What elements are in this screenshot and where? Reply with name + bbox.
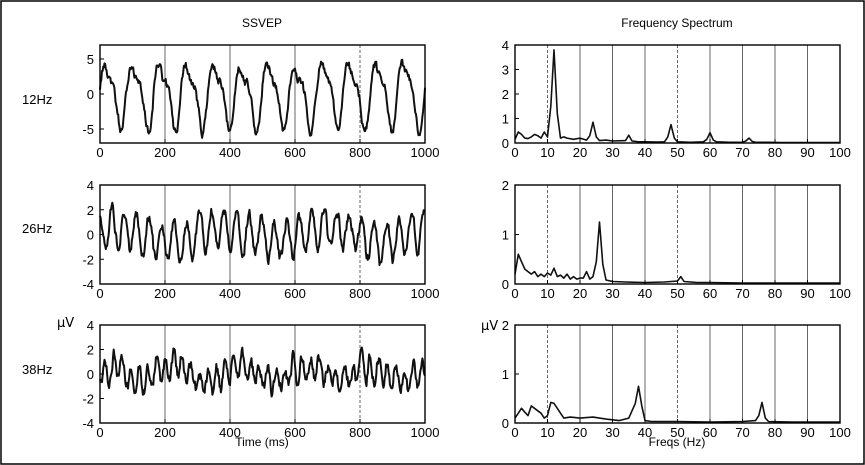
panel-spectrum-12hz: 0 10 20 30 40 50 60 70 80 90 100 0 1 2 3 4 — [502, 38, 851, 160]
spectrum-12hz-y-tick-label: 2 — [502, 87, 509, 102]
spectrum-26hz-x-tick-label: 90 — [800, 286, 814, 301]
spectrum-38hz-x-tick-label: 40 — [638, 425, 652, 440]
ssvep-38hz-y-tick-label: 4 — [87, 318, 94, 333]
ssvep-26hz-y-tick-label: -2 — [82, 252, 94, 267]
spectrum-26hz-series-line — [514, 221, 840, 284]
ssvep-12hz-series-line — [99, 58, 426, 139]
ssvep-38hz-series-line — [99, 346, 426, 398]
ssvep-26hz-x-tick-label: 400 — [219, 286, 241, 301]
spectrum-26hz-x-tick-label: 0 — [511, 286, 518, 301]
spectrum-26hz-x-tick-label: 20 — [573, 286, 587, 301]
ssvep-38hz-y-tick-label: -4 — [82, 416, 94, 431]
spectrum-26hz-x-tick-label: 100 — [829, 286, 851, 301]
time-axis-label: Time (ms) — [235, 435, 289, 449]
row-label-12hz: 12Hz — [22, 92, 52, 107]
spectrum-12hz-x-tick-label: 100 — [829, 145, 851, 160]
unit-label-left: μV — [57, 316, 74, 331]
spectrum-38hz-x-tick-label: 90 — [800, 425, 814, 440]
freq-axis-label: Freqs (Hz) — [649, 435, 706, 449]
spectrum-12hz-x-tick-label: 90 — [800, 145, 814, 160]
ssvep-26hz-y-tick-label: -4 — [82, 277, 94, 292]
ssvep-38hz-y-tick-label: 0 — [87, 367, 94, 382]
row-label-26hz: 26Hz — [22, 221, 52, 236]
spectrum-26hz-x-tick-label: 40 — [638, 286, 652, 301]
ssvep-26hz-x-tick-label: 1000 — [411, 286, 440, 301]
ssvep-12hz-y-tick-label: -5 — [82, 122, 94, 137]
ssvep-38hz-y-tick-label: -2 — [82, 392, 94, 407]
panel-ssvep-12hz: 0 200 400 600 800 1000-505 — [82, 44, 440, 160]
ssvep-12hz-x-tick-label: 0 — [96, 145, 103, 160]
ssvep-38hz-y-tick-label: 2 — [87, 343, 94, 358]
ssvep-26hz-y-tick-label: 2 — [87, 203, 94, 218]
spectrum-12hz-x-tick-label: 20 — [573, 145, 587, 160]
spectrum-26hz-y-tick-label: 2 — [502, 178, 509, 193]
panel-spectrum-38hz: 0 10 20 30 40 50 60 70 80 90 100 0 1 2 — [502, 318, 851, 440]
ssvep-26hz-x-tick-label: 800 — [349, 286, 371, 301]
ssvep-38hz-x-tick-label: 400 — [219, 425, 241, 440]
spectrum-38hz-x-tick-label: 10 — [540, 425, 554, 440]
ssvep-12hz-x-tick-label: 200 — [154, 145, 176, 160]
ssvep-38hz-x-tick-label: 200 — [154, 425, 176, 440]
spectrum-38hz-x-tick-label: 60 — [703, 425, 717, 440]
spectrum-12hz-x-tick-label: 10 — [540, 145, 554, 160]
spectrum-12hz-x-tick-label: 50 — [670, 145, 684, 160]
row-label-38hz: 38Hz — [22, 362, 52, 377]
spectrum-12hz-x-tick-label: 80 — [768, 145, 782, 160]
spectrum-38hz-x-tick-label: 20 — [573, 425, 587, 440]
spectrum-38hz-series-line — [514, 385, 840, 423]
ssvep-12hz-x-tick-label: 1000 — [411, 145, 440, 160]
spectrum-26hz-x-tick-label: 10 — [540, 286, 554, 301]
ssvep-title: SSVEP — [242, 16, 282, 30]
spectrum-38hz-x-tick-label: 50 — [670, 425, 684, 440]
ssvep-12hz-x-tick-label: 800 — [349, 145, 371, 160]
spectrum-12hz-y-tick-label: 1 — [502, 112, 509, 127]
spectrum-12hz-x-tick-label: 60 — [703, 145, 717, 160]
ssvep-38hz-x-tick-label: 0 — [96, 425, 103, 440]
spectrum-38hz-x-tick-label: 30 — [605, 425, 619, 440]
spectrum-38hz-y-tick-label: 2 — [502, 318, 509, 333]
spectrum-38hz-x-tick-label: 70 — [735, 425, 749, 440]
ssvep-38hz-x-tick-label: 800 — [349, 425, 371, 440]
ssvep-26hz-y-tick-label: 4 — [87, 178, 94, 193]
spectrum-12hz-y-tick-label: 3 — [502, 63, 509, 78]
spectrum-title: Frequency Spectrum — [621, 16, 732, 30]
ssvep-26hz-x-tick-label: 0 — [96, 286, 103, 301]
ssvep-26hz-x-tick-label: 600 — [284, 286, 306, 301]
ssvep-38hz-x-tick-label: 600 — [284, 425, 306, 440]
ssvep-12hz-x-tick-label: 600 — [284, 145, 306, 160]
spectrum-12hz-x-tick-label: 0 — [511, 145, 518, 160]
spectrum-26hz-x-tick-label: 80 — [768, 286, 782, 301]
panel-ssvep-26hz: 0 200 400 600 800 1000 -4 -2 0 2 4 — [82, 178, 439, 301]
ssvep-38hz-x-tick-label: 1000 — [411, 425, 440, 440]
ssvep-12hz-y-tick-label: 0 — [87, 87, 94, 102]
spectrum-26hz-x-tick-label: 30 — [605, 286, 619, 301]
ssvep-26hz-series-line — [99, 201, 426, 267]
spectrum-26hz-y-tick-label: 1 — [502, 228, 509, 243]
panel-ssvep-38hz: 0 200 400 600 800 1000 -4 -2 0 2 4 — [82, 318, 439, 440]
spectrum-38hz-x-tick-label: 0 — [511, 425, 518, 440]
spectrum-38hz-y-tick-label: 1 — [502, 367, 509, 382]
ssvep-12hz-y-tick-label: 5 — [87, 52, 94, 67]
ssvep-12hz-x-tick-label: 400 — [219, 145, 241, 160]
spectrum-26hz-x-tick-label: 60 — [703, 286, 717, 301]
spectrum-12hz-y-tick-label: 0 — [502, 136, 509, 151]
spectrum-12hz-x-tick-label: 40 — [638, 145, 652, 160]
ssvep-26hz-x-tick-label: 200 — [154, 286, 176, 301]
spectrum-26hz-x-tick-label: 50 — [670, 286, 684, 301]
spectrum-26hz-y-tick-label: 0 — [502, 277, 509, 292]
spectrum-12hz-x-tick-label: 30 — [605, 145, 619, 160]
ssvep-26hz-y-tick-label: 0 — [87, 228, 94, 243]
spectrum-12hz-series-line — [514, 49, 840, 144]
spectrum-38hz-x-tick-label: 100 — [829, 425, 851, 440]
spectrum-12hz-y-tick-label: 4 — [502, 38, 509, 53]
unit-label-right: μV — [481, 319, 498, 334]
spectrum-26hz-x-tick-label: 70 — [735, 286, 749, 301]
spectrum-38hz-y-tick-label: 0 — [502, 416, 509, 431]
spectrum-12hz-x-tick-label: 70 — [735, 145, 749, 160]
panel-spectrum-26hz: 0 10 20 30 40 50 60 70 80 90 100 0 1 2 — [502, 178, 851, 301]
spectrum-38hz-x-tick-label: 80 — [768, 425, 782, 440]
